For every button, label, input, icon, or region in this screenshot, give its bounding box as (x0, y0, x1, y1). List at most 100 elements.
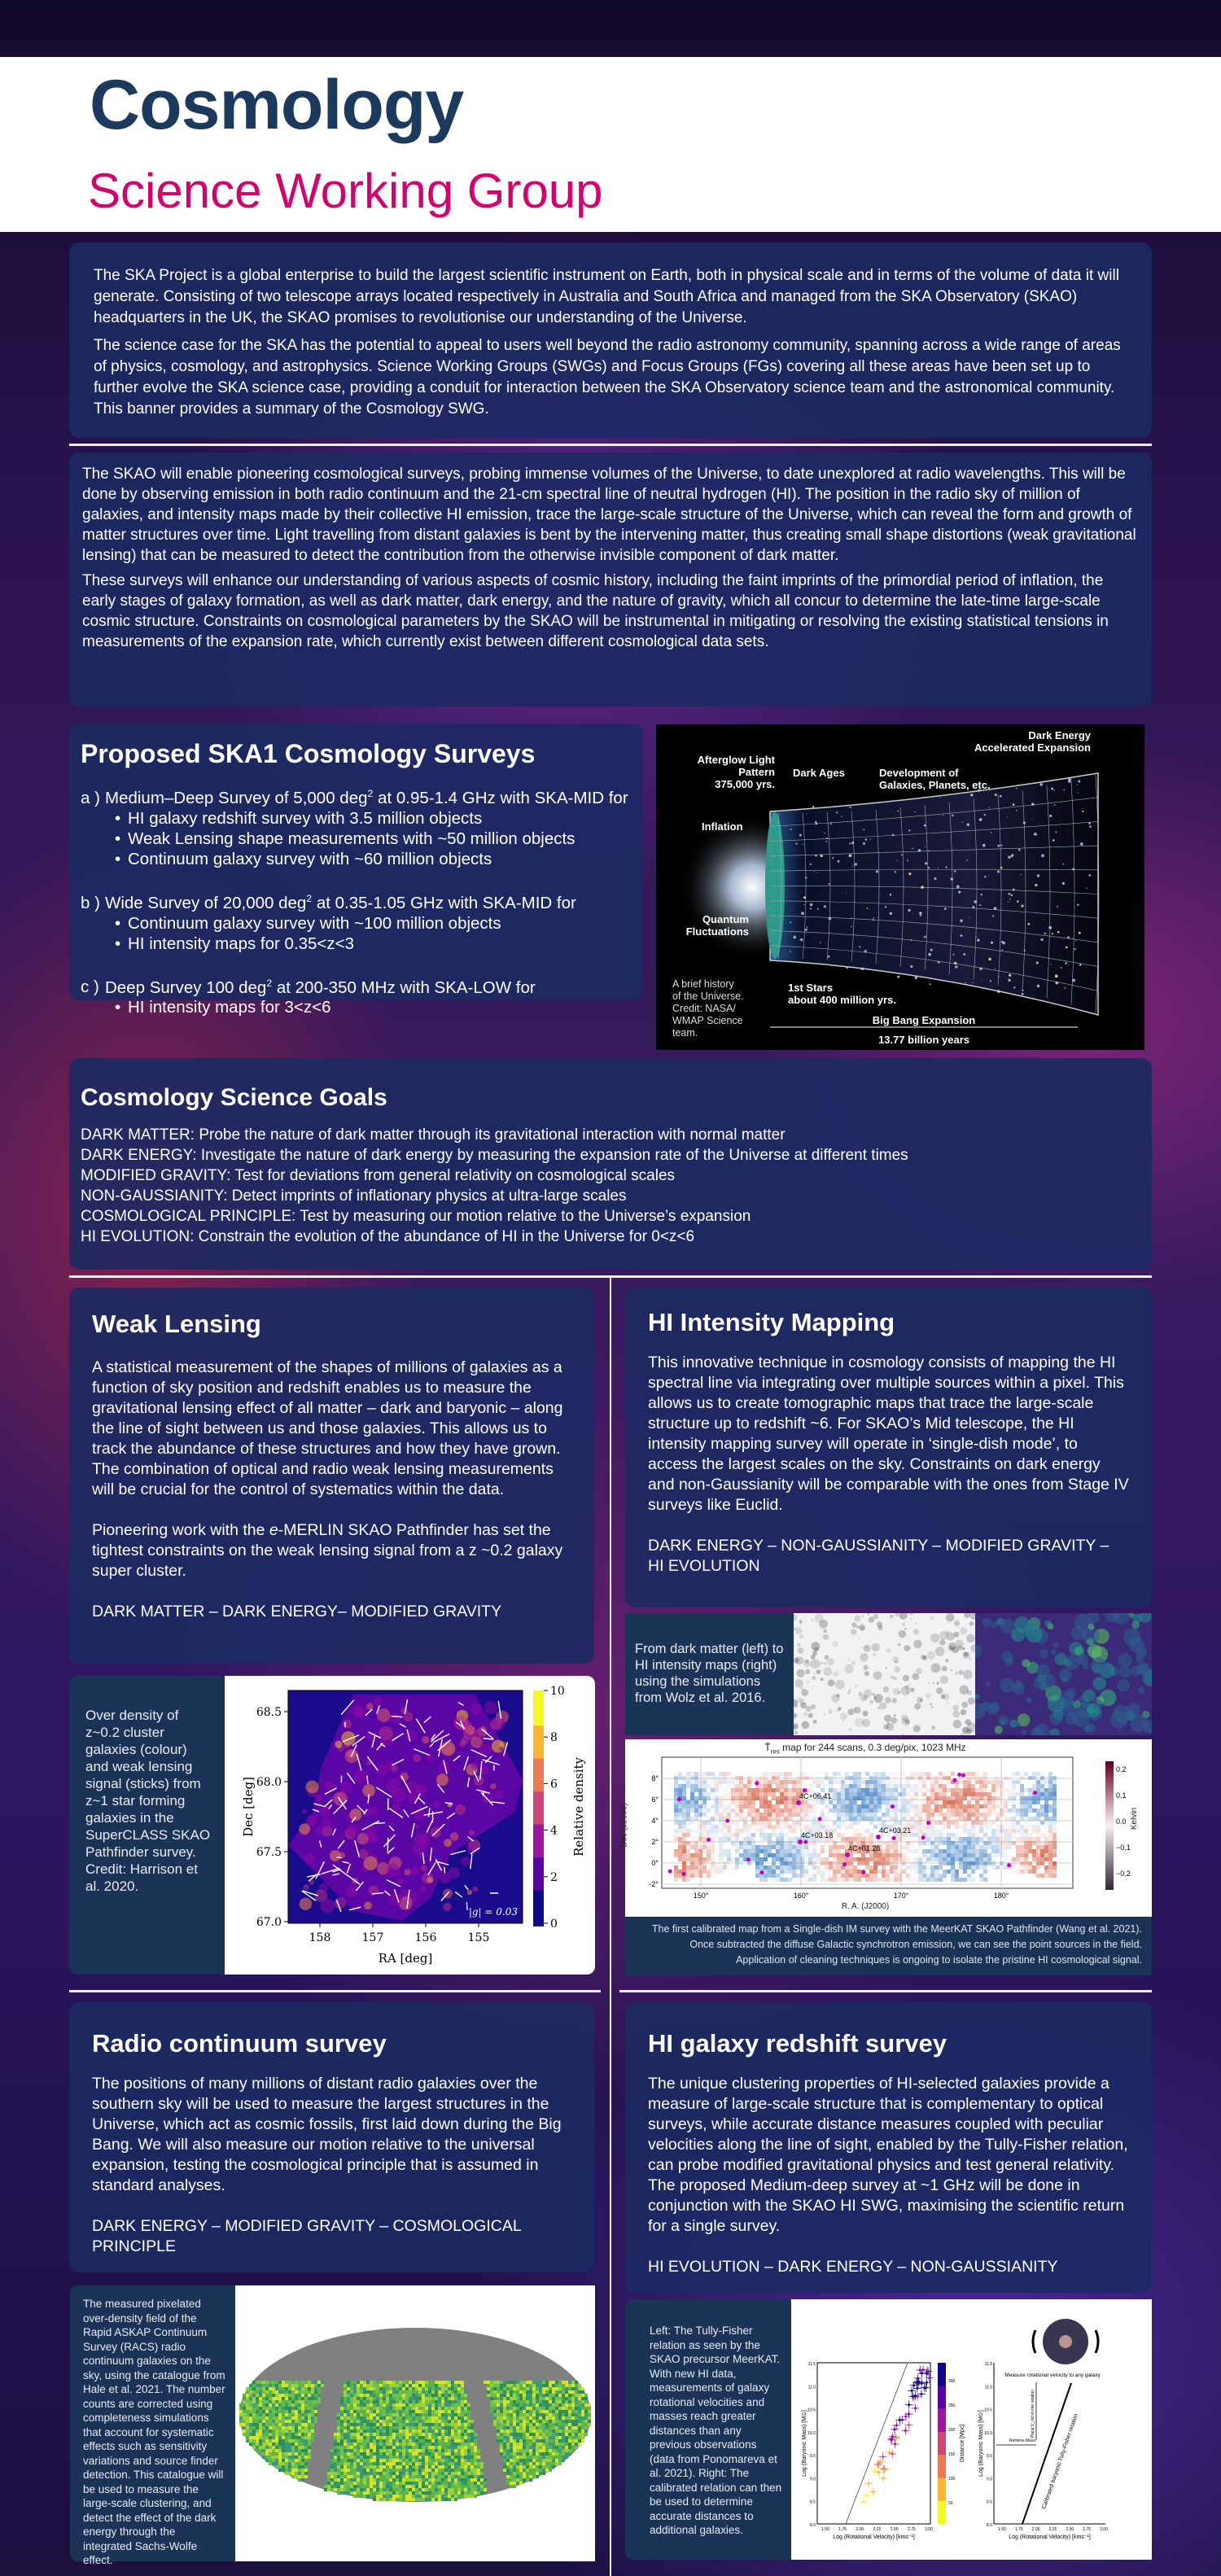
map-pixel (918, 1878, 922, 1882)
overdensity-pixel (301, 2403, 304, 2407)
map-pixel (674, 1865, 678, 1870)
map-pixel (690, 1808, 694, 1813)
overdensity-pixel (344, 2465, 347, 2469)
map-pixel (930, 1829, 934, 1833)
map-pixel (930, 1784, 934, 1788)
colorbar-segment (1105, 1823, 1114, 1826)
overdensity-pixel (262, 2413, 265, 2416)
overdensity-pixel (301, 2420, 304, 2423)
map-pixel (943, 1788, 947, 1792)
map-pixel (776, 1808, 780, 1813)
overdensity-pixel (363, 2443, 366, 2446)
map-pixel (816, 1772, 821, 1776)
map-pixel (857, 1870, 861, 1874)
map-pixel (1000, 1841, 1004, 1845)
overdensity-pixel (389, 2420, 392, 2423)
overdensity-pixel (409, 2381, 412, 2384)
map-pixel (1012, 1825, 1016, 1829)
map-pixel (1036, 1817, 1040, 1821)
overdensity-pixel (405, 2439, 409, 2443)
overdensity-pixel (389, 2426, 392, 2429)
map-pixel (841, 1784, 845, 1788)
him-blob (998, 1715, 1009, 1725)
dm-filament (891, 1717, 898, 1724)
map-frame (661, 1756, 1074, 1889)
map-pixel (894, 1776, 898, 1780)
overdensity-pixel (422, 2413, 425, 2416)
map-pixel (674, 1829, 678, 1833)
map-pixel (698, 1861, 702, 1865)
map-pixel (808, 1878, 812, 1882)
map-pixel (930, 1841, 934, 1845)
overdensity-pixel (425, 2426, 428, 2429)
map-pixel (707, 1784, 711, 1788)
y-tick-label: 67.5 (256, 1846, 282, 1859)
overdensity-pixel (304, 2429, 308, 2433)
map-pixel (792, 1849, 796, 1853)
map-pixel (991, 1861, 996, 1865)
map-pixel (971, 1837, 975, 1841)
galaxy-dot (930, 948, 933, 951)
map-pixel (853, 1772, 857, 1776)
map-pixel (764, 1817, 768, 1821)
map-pixel (1040, 1841, 1044, 1845)
overdensity-pixel (308, 2394, 311, 2397)
overdensity-pixel (405, 2397, 409, 2400)
map-pixel (869, 1808, 873, 1813)
map-pixel (674, 1804, 678, 1808)
overdensity-pixel (256, 2433, 259, 2436)
galaxy-dot (923, 935, 926, 938)
overdensity-pixel (422, 2478, 425, 2482)
overdensity-pixel (334, 2446, 337, 2449)
overdensity-pixel (256, 2407, 259, 2410)
overdensity-pixel (383, 2482, 386, 2485)
overdensity-pixel (288, 2443, 291, 2446)
map-pixel (922, 1813, 926, 1817)
galaxy-dot (943, 815, 944, 816)
map-pixel (686, 1776, 690, 1780)
map-pixel (918, 1821, 922, 1825)
overdensity-pixel (383, 2387, 386, 2390)
overdensity-pixel (366, 2443, 370, 2446)
overdensity-pixel (314, 2416, 317, 2420)
map-pixel (963, 1772, 967, 1776)
map-pixel (1024, 1865, 1028, 1870)
overdensity-pixel (366, 2407, 370, 2410)
map-pixel (1048, 1788, 1053, 1792)
map-pixel (926, 1804, 930, 1808)
map-pixel (690, 1874, 694, 1878)
colorbar-segment (1105, 1831, 1114, 1835)
map-pixel (788, 1833, 792, 1837)
map-pixel (1020, 1829, 1024, 1833)
overdensity-pixel (353, 2387, 357, 2390)
map-pixel (1020, 1817, 1024, 1821)
source-marker (667, 1869, 672, 1874)
overdensity-pixel (327, 2488, 330, 2491)
map-pixel (682, 1813, 686, 1817)
overdensity-pixel (249, 2397, 252, 2400)
galaxy-dot (873, 917, 874, 919)
map-pixel (768, 1792, 772, 1796)
map-pixel (914, 1804, 918, 1808)
map-pixel (727, 1772, 731, 1776)
overdensity-pixel (412, 2495, 415, 2498)
galaxy-dot (809, 863, 812, 865)
dm-filament (964, 1613, 970, 1618)
map-pixel (1004, 1833, 1008, 1837)
colorbar-tick-label: 4 (550, 1825, 558, 1838)
map-pixel (951, 1853, 955, 1857)
map-pixel (967, 1800, 971, 1804)
dm-filament (953, 1631, 960, 1638)
overdensity-pixel (272, 2381, 275, 2384)
overdensity-pixel (363, 2403, 366, 2407)
map-pixel (1053, 1784, 1057, 1788)
overdensity-pixel (275, 2416, 278, 2420)
overdensity-pixel (383, 2462, 386, 2465)
map-pixel (780, 1813, 784, 1817)
dm-filament (958, 1669, 964, 1675)
overdensity-pixel (295, 2397, 298, 2400)
overdensity-pixel (402, 2403, 405, 2407)
overdensity-pixel (340, 2472, 344, 2475)
overdensity-pixel (389, 2443, 392, 2446)
overdensity-pixel (246, 2403, 249, 2407)
